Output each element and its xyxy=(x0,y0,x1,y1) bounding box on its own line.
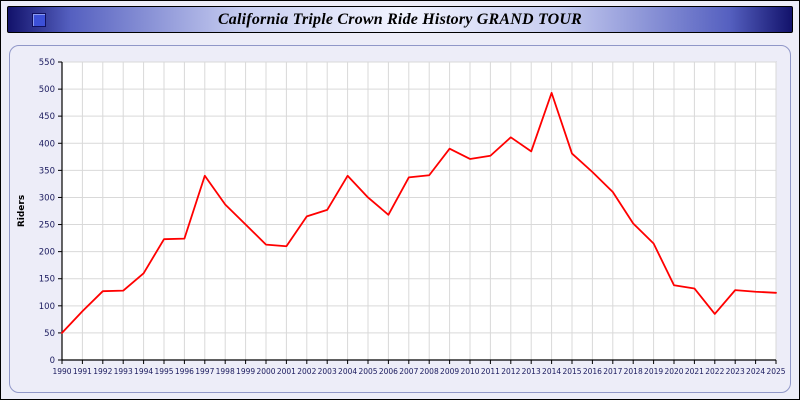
x-tick-label: 2001 xyxy=(277,367,296,376)
x-tick-label: 2007 xyxy=(399,367,418,376)
x-tick-label: 2024 xyxy=(746,367,765,376)
x-tick-label: 1992 xyxy=(93,367,112,376)
y-tick-label: 450 xyxy=(39,112,55,122)
x-tick-label: 1991 xyxy=(73,367,92,376)
x-tick-label: 2003 xyxy=(318,367,337,376)
x-tick-label: 1993 xyxy=(114,367,133,376)
x-tick-label: 2025 xyxy=(766,367,785,376)
x-tick-label: 2014 xyxy=(542,367,561,376)
y-tick-label: 300 xyxy=(39,193,55,203)
x-tick-label: 1995 xyxy=(154,367,173,376)
x-tick-label: 2021 xyxy=(685,367,704,376)
x-tick-label: 2012 xyxy=(501,367,520,376)
x-tick-label: 1999 xyxy=(236,367,255,376)
x-tick-label: 2011 xyxy=(481,367,500,376)
x-tick-label: 2015 xyxy=(562,367,581,376)
y-tick-label: 50 xyxy=(44,329,55,339)
y-tick-label: 150 xyxy=(39,275,55,285)
riders-series-line xyxy=(61,91,777,334)
window-icon xyxy=(32,13,46,27)
x-tick-label: 2008 xyxy=(420,367,439,376)
x-tick-label: 2023 xyxy=(726,367,745,376)
y-axis-title: Riders xyxy=(17,195,27,227)
y-tick-label: 0 xyxy=(50,356,55,366)
x-tick-label: 2002 xyxy=(297,367,316,376)
x-tick-label: 2017 xyxy=(603,367,622,376)
x-tick-label: 1994 xyxy=(134,367,153,376)
x-tick-label: 2010 xyxy=(460,367,479,376)
x-tick-label: 2018 xyxy=(624,367,643,376)
y-tick-label: 350 xyxy=(39,166,55,176)
chart-panel: 0 50 100 150 200 250 300 350 400 450 500 550 1990 199… xyxy=(9,45,791,393)
x-tick-label: 1990 xyxy=(52,367,71,376)
y-tick-label: 400 xyxy=(39,139,55,149)
x-tick-label: 1996 xyxy=(175,367,194,376)
x-tick-label: 2009 xyxy=(440,367,459,376)
x-tick-label: 2006 xyxy=(379,367,398,376)
y-tick-label: 200 xyxy=(39,248,55,258)
page-title: California Triple Crown Ride History GRA… xyxy=(217,10,583,28)
x-tick-label: 1997 xyxy=(195,367,214,376)
y-tick-label: 550 xyxy=(39,58,55,68)
x-tick-label: 2000 xyxy=(256,367,275,376)
x-tick-label: 1998 xyxy=(216,367,235,376)
x-tick-label: 2022 xyxy=(705,367,724,376)
x-tick-label: 2016 xyxy=(583,367,602,376)
x-tick-label: 2005 xyxy=(358,367,377,376)
x-tick-label: 2020 xyxy=(664,367,683,376)
y-tick-label: 250 xyxy=(39,221,55,231)
x-tick-label: 2013 xyxy=(522,367,541,376)
y-tick-label: 500 xyxy=(39,85,55,95)
x-tick-label: 2019 xyxy=(644,367,663,376)
x-tick-label: 2004 xyxy=(338,367,357,376)
plot-area xyxy=(61,61,777,361)
y-tick-label: 100 xyxy=(39,302,55,312)
window-title-bar: California Triple Crown Ride History GRA… xyxy=(7,6,793,33)
